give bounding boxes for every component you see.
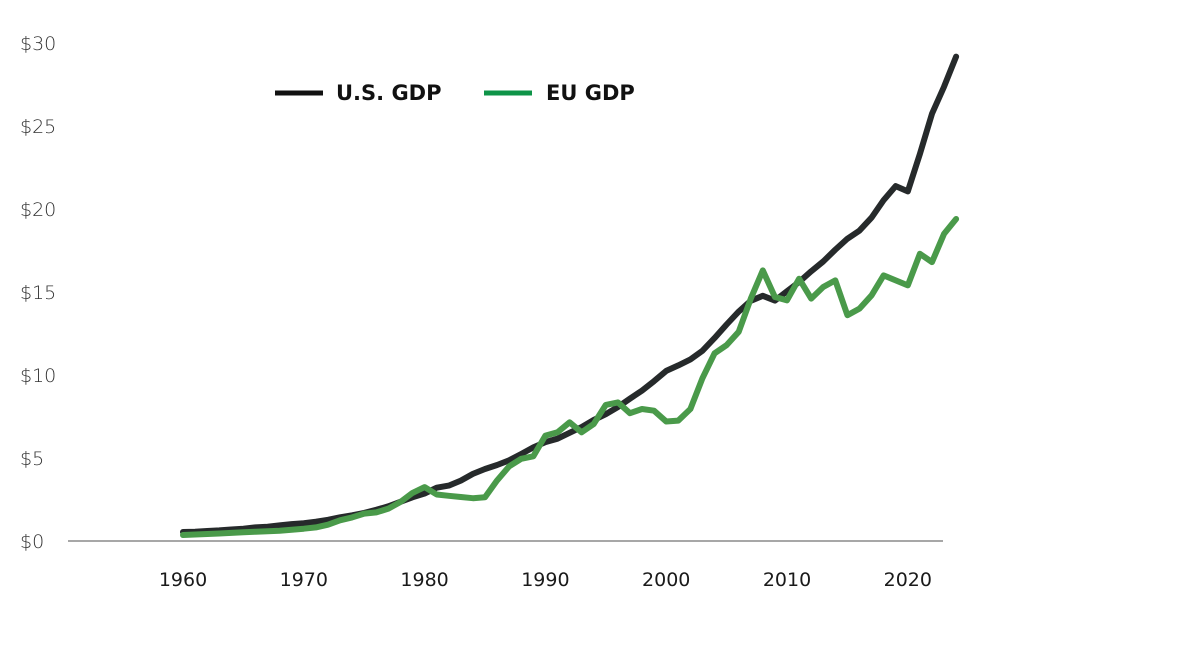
x-axis: 1960 1970 1980 1990 2000 2010 2020 xyxy=(68,540,943,591)
x-tick-label: 1970 xyxy=(280,569,328,591)
series-layer xyxy=(180,53,960,538)
x-tick-label: 1980 xyxy=(400,569,448,591)
legend-item-us-gdp[interactable]: U.S. GDP xyxy=(275,81,442,105)
y-tick-label: $15 xyxy=(20,282,56,304)
x-tick-label: 1990 xyxy=(521,569,569,591)
legend: U.S. GDP EU GDP xyxy=(275,81,635,105)
legend-label-eu-gdp: EU GDP xyxy=(546,81,635,105)
y-tick-label: $5 xyxy=(20,448,44,470)
y-tick-label: $30 xyxy=(20,33,56,55)
y-axis: $0 $5 $10 $15 $20 $25 $30 xyxy=(20,33,56,553)
legend-item-eu-gdp[interactable]: EU GDP xyxy=(484,81,635,105)
x-tick-label: 2000 xyxy=(642,569,690,591)
y-tick-label: $0 xyxy=(20,531,44,553)
y-tick-label: $20 xyxy=(20,199,56,221)
series-line-u-s-gdp xyxy=(180,53,960,535)
y-tick-label: $10 xyxy=(20,365,56,387)
series-line-eu-gdp xyxy=(180,216,960,538)
x-tick-label: 2010 xyxy=(763,569,811,591)
x-tick-label: 1960 xyxy=(159,569,207,591)
x-tick-label: 2020 xyxy=(884,569,932,591)
y-tick-label: $25 xyxy=(20,116,56,138)
legend-label-us-gdp: U.S. GDP xyxy=(336,81,442,105)
